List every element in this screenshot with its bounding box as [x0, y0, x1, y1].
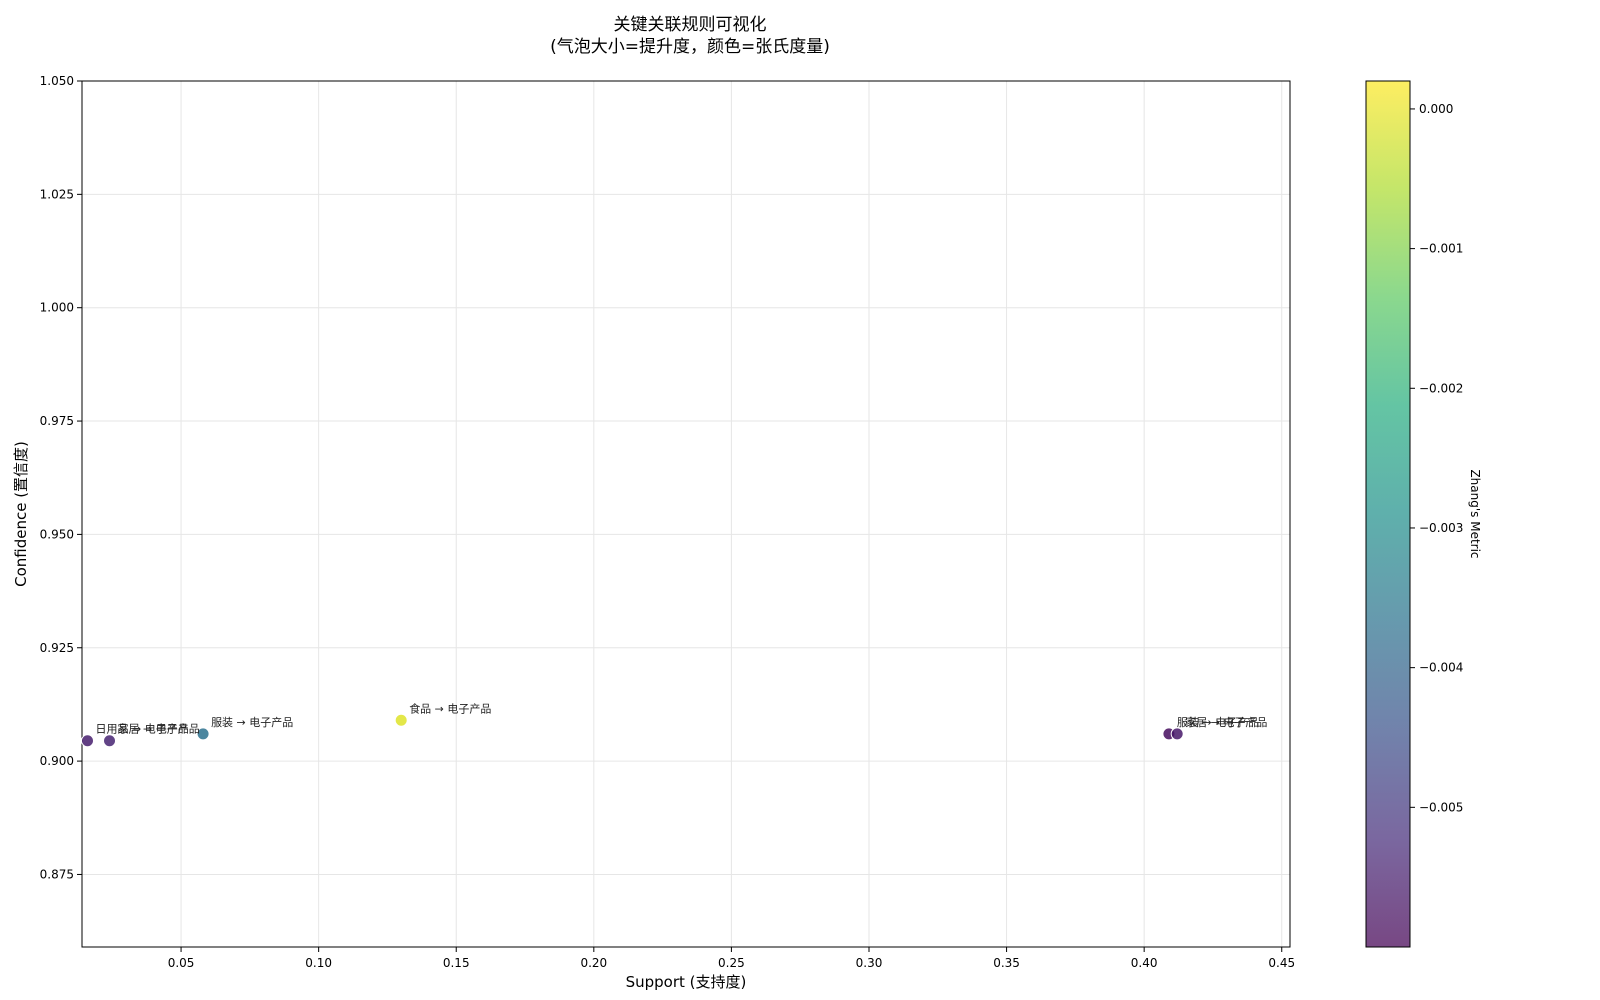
x-tick-label: 0.05 [168, 956, 195, 970]
data-point [394, 713, 408, 727]
colorbar-axis: 0.000 −0.001 −0.002 −0.003 −0.004 −0.005 [1410, 102, 1463, 814]
colorbar-label: Zhang's Metric [1468, 469, 1482, 558]
x-axis: 0.05 0.10 0.15 0.20 0.25 0.30 0.35 0.40 0.45 [168, 947, 1295, 970]
x-tick-label: 0.30 [856, 956, 883, 970]
data-point [196, 727, 210, 741]
y-tick-label: 0.875 [40, 867, 74, 881]
y-tick-label: 1.025 [40, 187, 74, 201]
point-label: 食品 → 电子产品 [409, 701, 491, 715]
x-tick-label: 0.25 [718, 956, 745, 970]
y-tick-label: 1.050 [40, 74, 74, 88]
x-tick-label: 0.40 [1131, 956, 1158, 970]
point-label: 家居 → 电子产品 [1185, 715, 1267, 729]
y-tick-label: 0.925 [40, 641, 74, 655]
y-tick-label: 0.950 [40, 527, 74, 541]
colorbar-tick-label: −0.005 [1419, 800, 1463, 814]
point-label: 服装 → 电子产品 [1177, 715, 1259, 729]
colorbar-tick-label: −0.002 [1419, 381, 1463, 395]
grid [82, 80, 1290, 947]
y-axis: 0.875 0.900 0.925 0.950 0.975 1.000 1.025 1.050 [40, 74, 82, 881]
x-tick-label: 0.35 [993, 956, 1020, 970]
point-label: 家居 → 电子产品 [118, 722, 200, 736]
chart-title: 关键关联规则可视化 [614, 15, 767, 35]
plot-area-frame [81, 80, 1291, 948]
x-axis-label: Support (支持度) [626, 973, 747, 991]
x-tick-label: 0.20 [580, 956, 607, 970]
colorbar-tick-label: −0.004 [1419, 661, 1463, 675]
colorbar [1365, 80, 1411, 948]
y-tick-label: 1.000 [40, 301, 74, 315]
x-tick-label: 0.10 [305, 956, 332, 970]
x-tick-label: 0.15 [443, 956, 470, 970]
colorbar-tick-label: 0.000 [1419, 102, 1453, 116]
x-tick-label: 0.45 [1268, 956, 1295, 970]
data-point [81, 734, 95, 748]
data-point [103, 734, 117, 748]
y-axis-label: Confidence (置信度) [12, 441, 30, 587]
data-points [81, 713, 1184, 748]
point-label: 日用品 → 电子产品 [96, 722, 189, 736]
point-label: 服装 → 电子产品 [211, 715, 293, 729]
y-tick-label: 0.975 [40, 414, 74, 428]
chart-subtitle: (气泡大小=提升度，颜色=张氏度量) [550, 37, 830, 57]
colorbar-tick-label: −0.003 [1419, 521, 1463, 535]
y-tick-label: 0.900 [40, 754, 74, 768]
colorbar-tick-label: −0.001 [1419, 242, 1463, 256]
data-point [1170, 727, 1184, 741]
